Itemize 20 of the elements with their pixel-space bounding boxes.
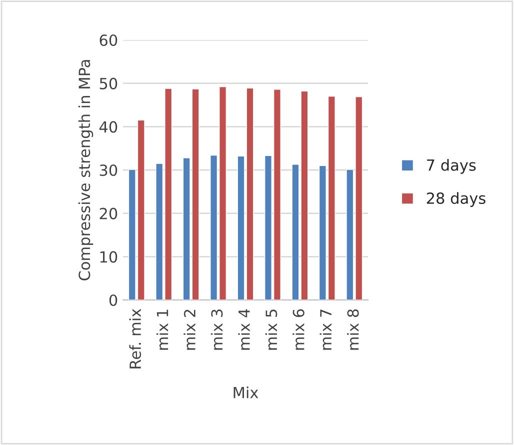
x-tick-label: mix 7 [320, 310, 332, 350]
y-tick-label: 60 [100, 34, 118, 46]
y-tick-label: 50 [100, 78, 118, 90]
x-tick-label: mix 8 [346, 309, 359, 350]
legend-label: 28 days [426, 192, 486, 207]
x-axis-title: Mix [234, 386, 258, 398]
y-tick-label: 10 [100, 251, 118, 263]
y-axis-title: Compressive strength in MPa [78, 60, 94, 280]
y-tick-label: 40 [99, 121, 118, 133]
y-tick-label: 0 [109, 294, 118, 306]
x-tick-label: mix 3 [210, 310, 223, 350]
x-tick-label: mix 1 [156, 310, 168, 350]
y-tick-label: 30 [100, 164, 118, 176]
x-tick-label: mix 6 [292, 309, 304, 350]
x-tick-label: mix 4 [238, 309, 250, 350]
legend-label: 7 days [427, 159, 476, 174]
x-tick-label: Ref. mix [129, 308, 142, 368]
x-tick-label: mix 5 [265, 310, 278, 350]
x-tick-label: mix 2 [184, 310, 196, 350]
y-tick-label: 20 [100, 208, 118, 220]
